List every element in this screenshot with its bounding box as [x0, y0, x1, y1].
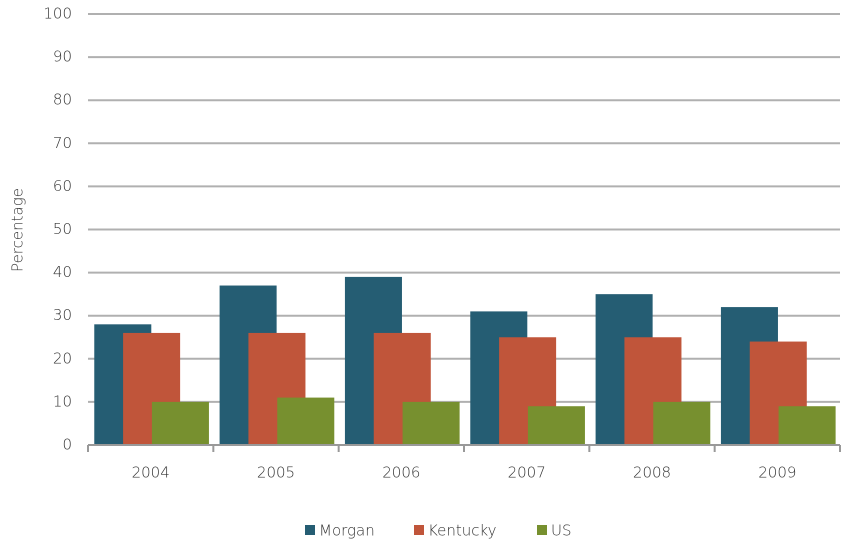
y-tick-label: 10 [53, 392, 72, 410]
y-tick-label: 20 [53, 349, 72, 367]
legend-label: Morgan [319, 522, 375, 540]
bar [402, 401, 460, 445]
x-tick-label: 2006 [382, 464, 420, 482]
x-tick-label: 2007 [508, 464, 546, 482]
bar [778, 406, 836, 445]
y-tick-label: 0 [62, 436, 72, 454]
y-tick-label: 80 [53, 91, 72, 109]
bar [277, 397, 335, 445]
y-tick-label: 90 [53, 48, 72, 66]
legend-swatch [414, 525, 424, 535]
y-axis-label: Percentage [9, 188, 27, 272]
x-tick-label: 2005 [257, 464, 295, 482]
x-tick-label: 2009 [758, 464, 796, 482]
y-tick-label: 40 [53, 263, 72, 281]
bar [151, 401, 209, 445]
legend-swatch [305, 525, 315, 535]
x-tick-label: 2008 [633, 464, 671, 482]
y-tick-label: 30 [53, 306, 72, 324]
y-tick-label: 60 [53, 177, 72, 195]
y-tick-label: 50 [53, 220, 72, 238]
legend-swatch [537, 525, 547, 535]
y-tick-label: 70 [53, 134, 72, 152]
x-tick-label: 2004 [132, 464, 170, 482]
bar [527, 406, 585, 445]
bar [653, 401, 711, 445]
y-tick-label: 100 [43, 5, 72, 23]
legend-label: US [551, 522, 572, 540]
legend-label: Kentucky [428, 522, 497, 540]
